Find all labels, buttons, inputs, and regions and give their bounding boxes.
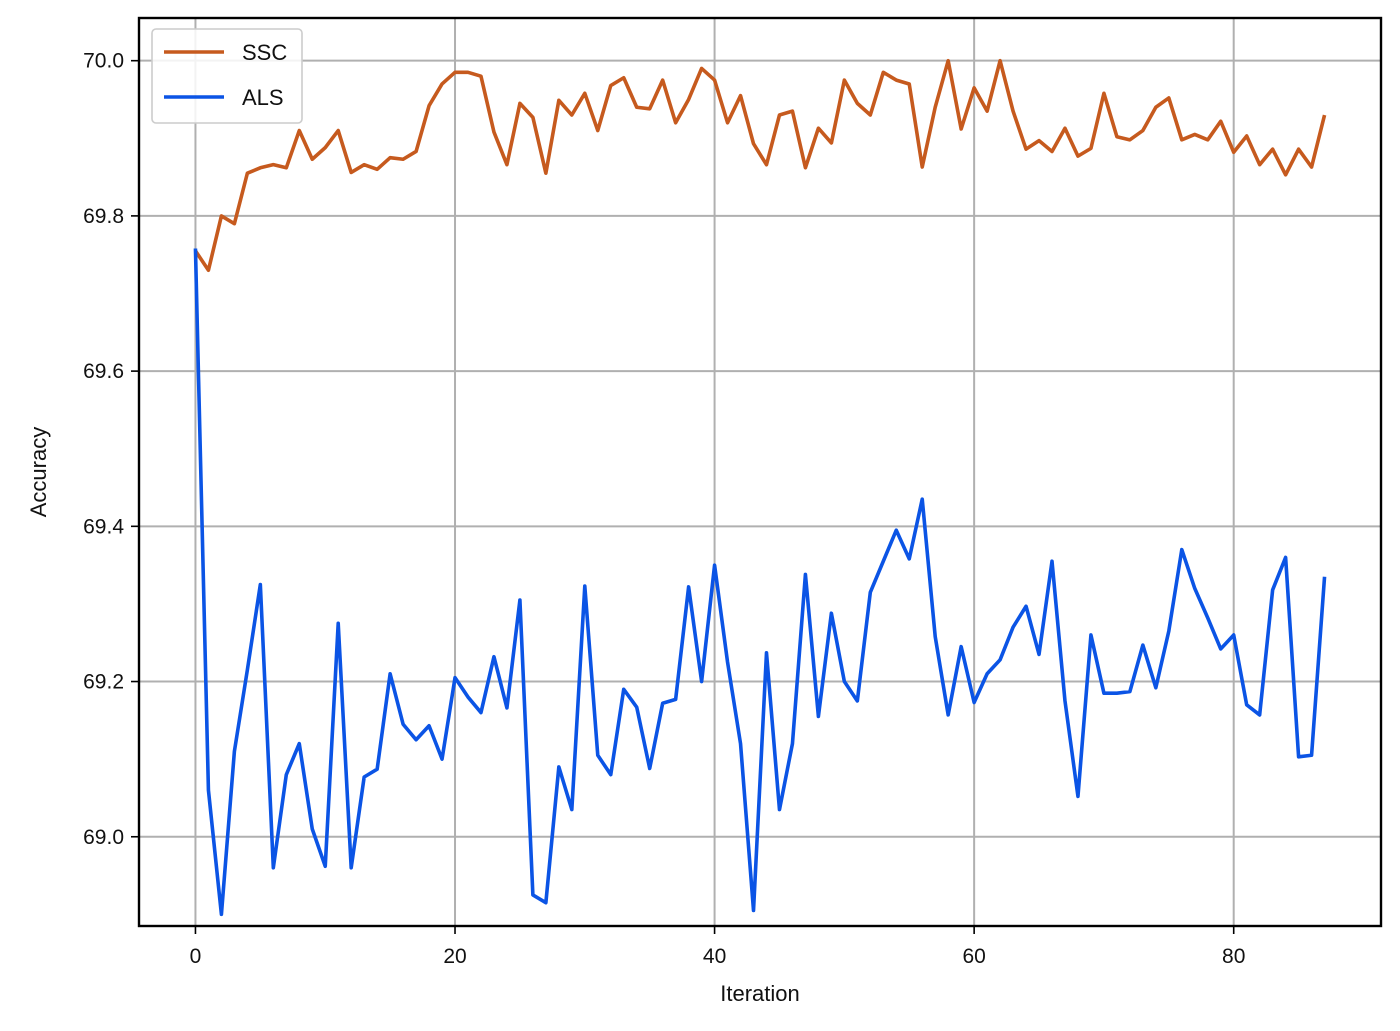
x-tick-label: 80 [1222, 945, 1245, 968]
x-tick-label: 40 [703, 945, 726, 968]
y-tick-label: 69.0 [83, 826, 124, 849]
y-tick-label: 70.0 [83, 50, 124, 73]
y-axis-ticks: 69.0 69.2 69.4 69.6 69.8 70.0 [83, 50, 139, 849]
y-axis-label: Accuracy [26, 427, 51, 517]
legend-label-als: ALS [242, 85, 284, 110]
y-tick-label: 69.8 [83, 205, 124, 228]
plot-frame [137, 16, 1383, 928]
x-tick-label: 60 [962, 945, 985, 968]
legend: SSC ALS [151, 28, 303, 124]
legend-label-ssc: SSC [242, 40, 287, 65]
y-tick-label: 69.2 [83, 671, 124, 694]
series-line-als [193, 248, 1327, 917]
series-line-ssc [193, 58, 1327, 273]
x-axis-ticks: 0 20 40 60 80 [190, 926, 1245, 968]
x-axis-label: Iteration [720, 981, 800, 1006]
y-tick-label: 69.4 [83, 515, 124, 538]
series-lines [193, 58, 1327, 917]
x-tick-label: 20 [443, 945, 466, 968]
x-tick-label: 0 [190, 945, 202, 968]
y-tick-label: 69.6 [83, 360, 124, 383]
grid-lines [139, 18, 1381, 926]
